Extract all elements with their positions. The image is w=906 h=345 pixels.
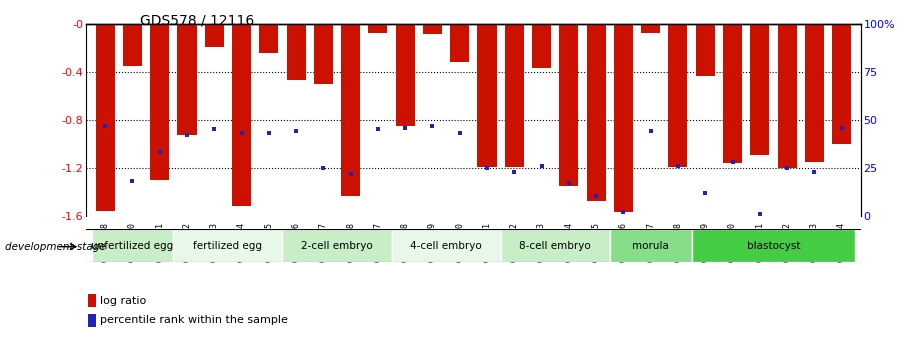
Bar xyxy=(805,24,824,162)
Text: 2-cell embryo: 2-cell embryo xyxy=(301,241,373,251)
Text: unfertilized egg: unfertilized egg xyxy=(92,241,174,251)
Bar xyxy=(450,24,469,62)
Bar xyxy=(832,24,851,144)
Bar xyxy=(641,24,660,32)
Text: blastocyst: blastocyst xyxy=(747,241,800,251)
Bar xyxy=(123,24,142,66)
Bar xyxy=(750,24,769,155)
Bar xyxy=(369,24,388,32)
Bar xyxy=(283,229,391,262)
Bar xyxy=(88,294,96,307)
Bar xyxy=(610,229,691,262)
Text: 4-cell embryo: 4-cell embryo xyxy=(410,241,482,251)
Bar xyxy=(477,24,496,167)
Bar xyxy=(259,24,278,53)
Bar xyxy=(96,24,115,211)
Text: GDS578 / 12116: GDS578 / 12116 xyxy=(140,14,255,28)
Text: fertilized egg: fertilized egg xyxy=(193,241,263,251)
Bar xyxy=(614,24,633,212)
Bar xyxy=(586,24,606,201)
Bar xyxy=(532,24,551,68)
Bar xyxy=(423,24,442,34)
Bar xyxy=(173,229,283,262)
Bar xyxy=(505,24,524,167)
Bar xyxy=(669,24,688,167)
Bar xyxy=(501,229,610,262)
Bar xyxy=(691,229,855,262)
Bar xyxy=(696,24,715,76)
Bar xyxy=(150,24,169,180)
Bar xyxy=(559,24,578,186)
Bar xyxy=(88,314,96,327)
Text: morula: morula xyxy=(632,241,670,251)
Bar xyxy=(178,24,197,136)
Bar xyxy=(92,229,173,262)
Text: log ratio: log ratio xyxy=(100,296,146,306)
Text: development stage: development stage xyxy=(5,242,105,252)
Bar xyxy=(777,24,796,168)
Text: percentile rank within the sample: percentile rank within the sample xyxy=(100,315,288,325)
Bar xyxy=(723,24,742,163)
Text: 8-cell embryo: 8-cell embryo xyxy=(519,241,591,251)
Bar xyxy=(396,24,415,126)
Bar xyxy=(286,24,305,80)
Bar xyxy=(232,24,251,206)
Bar xyxy=(391,229,501,262)
Bar xyxy=(205,24,224,47)
Bar xyxy=(313,24,333,84)
Bar xyxy=(341,24,361,196)
